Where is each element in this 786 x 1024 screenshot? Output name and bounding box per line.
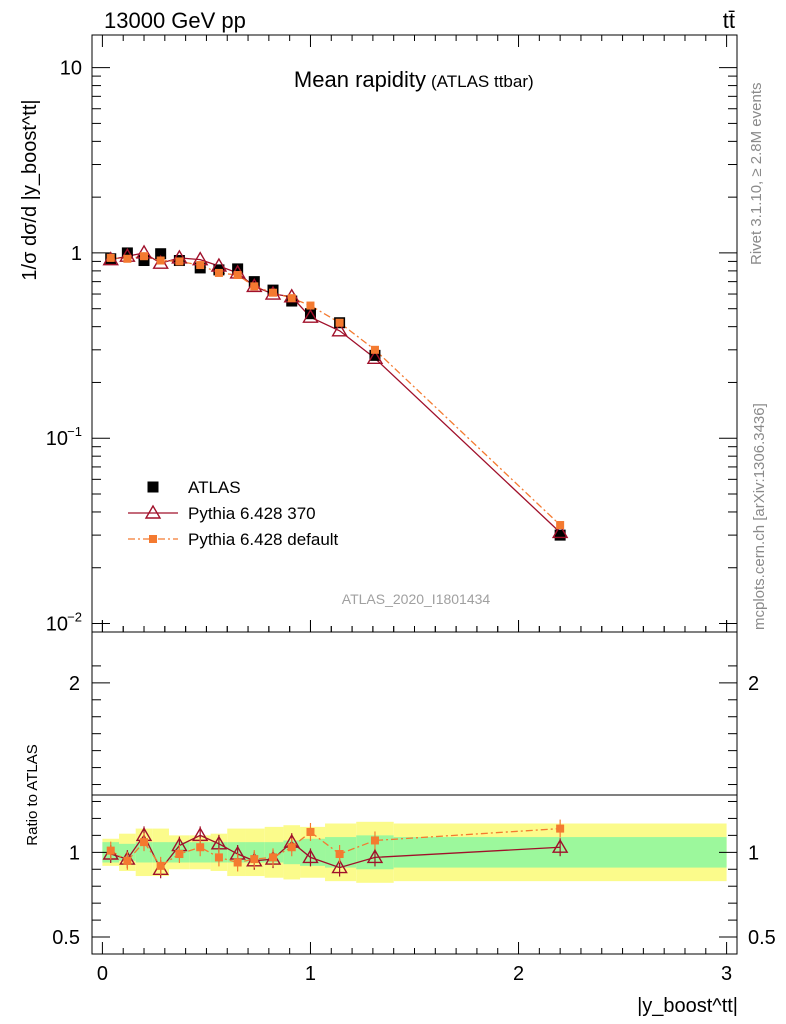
main-series-line: [110, 255, 561, 526]
main-y-label: 1/σ dσ/d |y_boost^tt|: [19, 99, 41, 280]
atlas-data-point: [554, 529, 566, 541]
ratio-y-tick-label-right: 1: [748, 842, 759, 864]
uncertainty-band-inner: [152, 842, 169, 863]
ratio-y-tick-label: 2: [69, 673, 80, 695]
atlas-data-point: [121, 247, 133, 259]
ratio-point: [331, 859, 348, 874]
ratio-point: [306, 827, 315, 836]
ratio-series-markers: [102, 819, 569, 879]
header-left: 13000 GeV pp: [104, 8, 246, 33]
mc-point: [370, 345, 379, 354]
analysis-watermark: ATLAS_2020_I1801434: [342, 591, 491, 607]
ratio-y-axis-label: Ratio to ATLAS: [24, 744, 41, 845]
ratio-frame: [91, 631, 738, 955]
ratio-point: [302, 849, 319, 864]
x-tick-label: 2: [513, 963, 524, 985]
mc-point: [140, 252, 149, 261]
ratio-point: [551, 838, 569, 853]
y-tick-label: 10: [46, 614, 68, 636]
ratio-point: [370, 836, 379, 845]
mc-point: [366, 349, 384, 364]
atlas-data-point: [304, 308, 316, 320]
chart-title: Mean rapidity: [294, 67, 426, 92]
atlas-data-point: [232, 263, 244, 275]
legend-label: Pythia 6.428 default: [188, 530, 339, 549]
ratio-y-label: Ratio to ATLAS: [24, 744, 41, 845]
legend-label: Pythia 6.428 370: [188, 504, 316, 523]
ratio-y-tick-label: 1: [69, 842, 80, 864]
ratio-point: [140, 838, 149, 847]
mc-point: [331, 322, 348, 337]
mc-point: [106, 253, 115, 262]
ratio-point: [214, 853, 223, 862]
mc-point: [556, 521, 565, 530]
mc-point: [123, 254, 132, 263]
ratio-point: [175, 850, 184, 859]
ratio-point: [156, 861, 165, 870]
rivet-label: Rivet 3.1.10, ≥ 2.8M events: [748, 83, 765, 266]
y-tick-label-exponent: −1: [67, 424, 82, 439]
main-series-markers: [102, 244, 569, 541]
ratio-point: [233, 858, 242, 867]
mcplots-label: mcplots.cern.ch [arXiv:1306.3436]: [751, 403, 768, 630]
atlas-data-point: [369, 349, 381, 361]
mc-point: [233, 271, 242, 280]
y-tick-label-exponent: −2: [67, 610, 82, 625]
main-y-axis-label: 1/σ dσ/d |y_boost^tt|: [19, 99, 41, 280]
ratio-point: [335, 850, 344, 859]
legend-label: ATLAS: [188, 478, 241, 497]
ratio-point: [366, 849, 384, 864]
y-tick-label: 10: [46, 428, 68, 450]
mc-point: [335, 318, 344, 327]
ratio-axis-ticks: 0 1 2 3 0.5 0.5 1 1 2 2: [52, 620, 776, 985]
main-series-line: [110, 252, 561, 533]
mc-point: [306, 301, 315, 310]
y-tick-label: 1: [71, 243, 82, 265]
y-tick-label: 10: [60, 58, 82, 80]
mc-point: [156, 256, 165, 265]
ratio-y-tick-label: 0.5: [52, 927, 80, 949]
header-right: tt̄: [723, 8, 735, 33]
ratio-point: [106, 846, 115, 855]
legend-marker: [149, 535, 157, 543]
ratio-point: [196, 843, 205, 852]
main-series-lines: [110, 252, 561, 533]
ratio-point: [250, 855, 259, 864]
x-axis-label: |y_boost^tt|: [637, 995, 738, 1017]
ratio-point: [556, 824, 565, 833]
ratio-point: [123, 856, 132, 865]
x-tick-label: 1: [305, 963, 316, 985]
atlas-data-point: [155, 248, 167, 260]
mc-point: [287, 294, 296, 303]
x-tick-label: 0: [97, 963, 108, 985]
atlas-data-point: [138, 255, 150, 267]
mc-point: [214, 268, 223, 277]
ratio-point: [287, 843, 296, 852]
ratio-panel-bands: [102, 821, 727, 883]
mc-point: [551, 524, 569, 539]
legend: ATLAS Pythia 6.428 370 Pythia 6.428 defaul…: [128, 478, 339, 549]
chart-title-suffix: (ATLAS ttbar): [431, 72, 534, 91]
ratio-y-tick-label-right: 0.5: [748, 927, 776, 949]
ratio-y-tick-label-right: 2: [748, 673, 759, 695]
legend-marker: [144, 504, 162, 519]
x-tick-label: 3: [721, 963, 732, 985]
mc-point: [302, 308, 319, 323]
mc-point: [250, 282, 259, 291]
atlas-data-point: [248, 276, 260, 288]
mc-point: [269, 288, 278, 297]
mc-point: [175, 257, 184, 266]
ratio-point: [269, 853, 278, 862]
mc-point: [196, 261, 205, 270]
legend-marker: [147, 481, 159, 493]
